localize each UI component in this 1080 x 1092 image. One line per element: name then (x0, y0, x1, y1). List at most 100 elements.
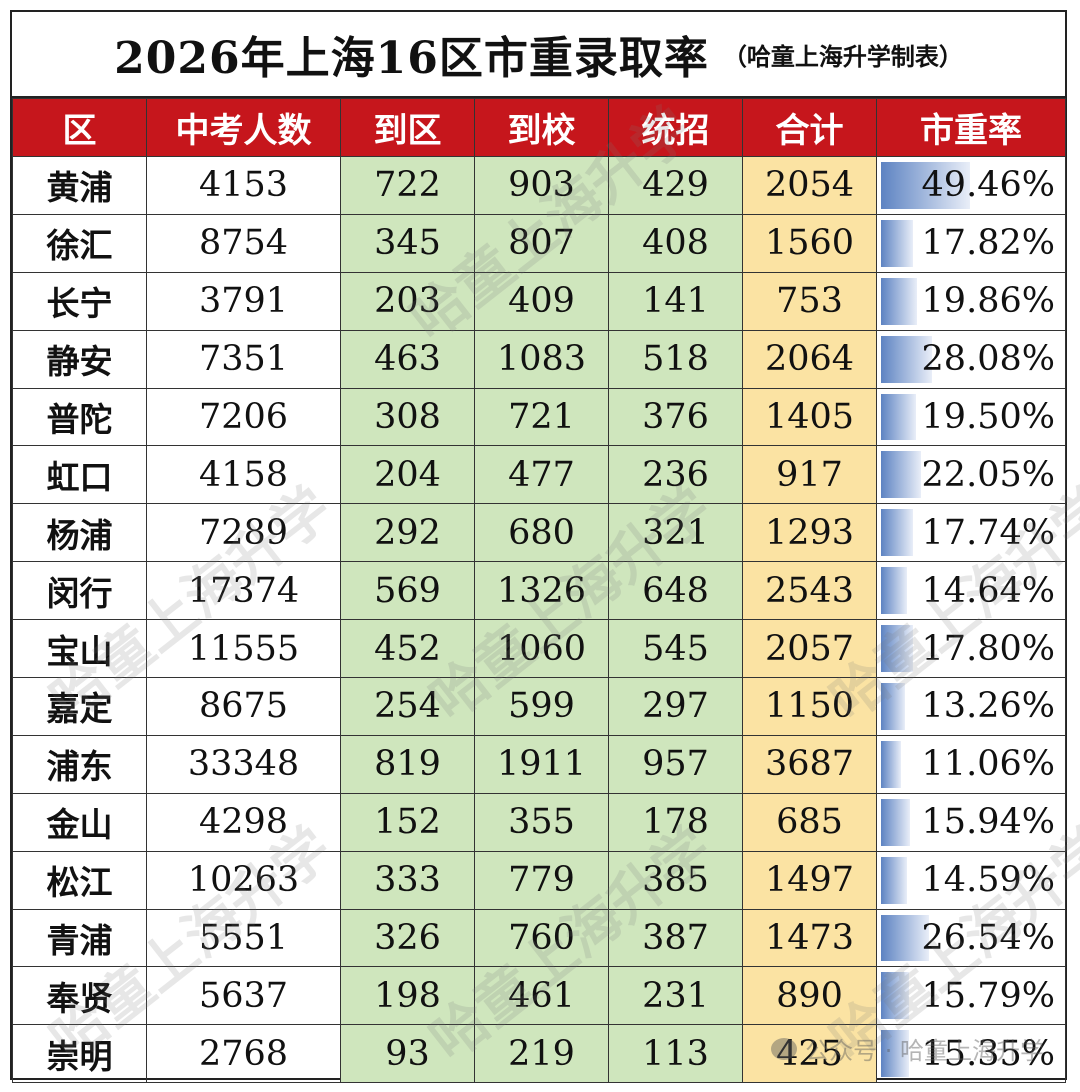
rate-bar (881, 393, 917, 441)
cell-to-district: 333 (340, 850, 475, 910)
cell-to-school: 779 (474, 850, 609, 910)
cell-rate: 17.80% (876, 619, 1066, 679)
rate-bar (881, 914, 929, 962)
rate-value: 15.94% (921, 802, 1055, 843)
table-row: 松江 10263 333 779 385 1497 14.59% (12, 850, 1066, 910)
cell-to-school: 721 (474, 387, 609, 447)
header-total: 合计 (742, 98, 877, 157)
cell-to-district: 308 (340, 387, 475, 447)
cell-to-school: 599 (474, 677, 609, 736)
cell-district: 嘉定 (12, 677, 147, 736)
cell-students: 17374 (146, 561, 341, 621)
header-district: 区 (12, 98, 147, 157)
cell-rate: 11.06% (876, 734, 1066, 794)
page-title: 2026年上海16区市重录取率 (114, 33, 709, 84)
rate-value: 19.50% (921, 397, 1055, 437)
cell-rate: 14.59% (876, 850, 1066, 910)
cell-students: 3791 (146, 271, 341, 331)
cell-to-district: 204 (340, 445, 475, 505)
cell-total: 1150 (742, 677, 877, 736)
cell-general: 236 (608, 445, 743, 505)
cell-general: 648 (608, 561, 743, 621)
table-row: 宝山 11555 452 1060 545 2057 17.80% (12, 619, 1066, 679)
cell-general: 518 (608, 329, 743, 389)
admission-rate-table: 区 中考人数 到区 到校 统招 合计 市重率 黄浦 4153 722 903 429 20… (12, 98, 1066, 1084)
table-row: 黄浦 4153 722 903 429 2054 49.46% (12, 156, 1066, 215)
rate-bar (881, 625, 914, 673)
rate-bar (881, 798, 910, 846)
cell-general: 408 (608, 213, 743, 273)
cell-total: 2064 (742, 329, 877, 389)
cell-total: 1497 (742, 850, 877, 910)
cell-to-school: 477 (474, 445, 609, 505)
cell-total: 2054 (742, 156, 877, 215)
cell-students: 4158 (146, 445, 341, 505)
cell-rate: 49.46% (876, 156, 1066, 215)
cell-to-school: 680 (474, 503, 609, 563)
cell-district: 奉贤 (12, 966, 147, 1026)
cell-students: 4153 (146, 156, 341, 215)
cell-to-district: 463 (340, 329, 475, 389)
cell-district: 松江 (12, 850, 147, 910)
wechat-icon (771, 1037, 798, 1060)
cell-to-district: 292 (340, 503, 475, 563)
table-row: 静安 7351 463 1083 518 2064 28.08% (12, 329, 1066, 389)
rate-value: 28.08% (921, 339, 1055, 380)
cell-rate: 19.50% (876, 387, 1066, 447)
cell-rate: 17.74% (876, 503, 1066, 563)
cell-to-district: 345 (340, 213, 475, 273)
cell-total: 2543 (742, 561, 877, 621)
cell-to-school: 219 (474, 1024, 609, 1084)
rate-value: 17.80% (921, 628, 1055, 669)
cell-rate: 26.54% (876, 908, 1066, 968)
cell-students: 7351 (146, 329, 341, 389)
cell-to-district: 722 (340, 156, 475, 215)
table-row: 金山 4298 152 355 178 685 15.94% (12, 792, 1066, 852)
table-frame: 2026年上海16区市重录取率 （哈童上海升学制表） 区 中考人数 到区 到校 … (10, 10, 1067, 1084)
footer-watermark-text: 公众号 · 哈童上海升学 (805, 1037, 1044, 1065)
cell-to-school: 760 (474, 908, 609, 968)
cell-district: 静安 (12, 329, 147, 389)
rate-bar (881, 335, 932, 383)
cell-rate: 28.08% (876, 329, 1066, 389)
cell-rate: 15.94% (876, 792, 1066, 852)
rate-value: 17.74% (921, 512, 1055, 553)
cell-general: 376 (608, 387, 743, 447)
rate-bar (881, 683, 905, 730)
cell-general: 429 (608, 156, 743, 215)
table-header-row: 区 中考人数 到区 到校 统招 合计 市重率 (12, 98, 1066, 157)
table-row: 杨浦 7289 292 680 321 1293 17.74% (12, 503, 1066, 563)
table-row: 奉贤 5637 198 461 231 890 15.79% (12, 966, 1066, 1026)
rate-bar (881, 162, 971, 209)
cell-total: 3687 (742, 734, 877, 794)
header-to-district: 到区 (340, 98, 475, 157)
cell-students: 7206 (146, 387, 341, 447)
footer-watermark: 公众号 · 哈童上海升学 (771, 1031, 1044, 1066)
cell-students: 8754 (146, 213, 341, 273)
header-rate: 市重率 (876, 98, 1066, 157)
cell-rate: 15.35% (876, 1024, 1066, 1084)
cell-rate: 17.82% (876, 213, 1066, 273)
cell-total: 425 (742, 1024, 877, 1084)
table-row: 崇明 2768 93 219 113 425 15.35% (12, 1024, 1066, 1084)
rate-bar (881, 219, 914, 267)
rate-value: 49.46% (921, 165, 1055, 206)
rate-bar (881, 509, 913, 557)
cell-students: 4298 (146, 792, 341, 852)
cell-district: 长宁 (12, 271, 147, 331)
rate-value: 14.59% (921, 860, 1055, 901)
cell-district: 崇明 (12, 1024, 147, 1084)
cell-students: 33348 (146, 734, 341, 794)
cell-to-district: 452 (340, 619, 475, 679)
cell-district: 徐汇 (12, 213, 147, 273)
header-students: 中考人数 (146, 98, 341, 157)
rate-value: 11.06% (921, 744, 1055, 785)
cell-to-district: 326 (340, 908, 475, 968)
header-to-school: 到校 (474, 98, 609, 157)
cell-to-district: 198 (340, 966, 475, 1026)
rate-value: 19.86% (921, 281, 1055, 322)
table-row: 徐汇 8754 345 807 408 1560 17.82% (12, 213, 1066, 273)
cell-students: 2768 (146, 1024, 341, 1084)
cell-to-school: 461 (474, 966, 609, 1026)
cell-district: 金山 (12, 792, 147, 852)
